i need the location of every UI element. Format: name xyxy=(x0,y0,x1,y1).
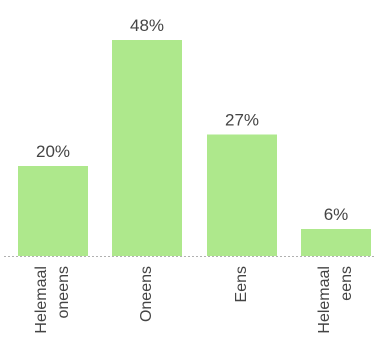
category-label-0-1: oneens xyxy=(55,266,72,319)
bars-layer xyxy=(18,40,371,256)
value-label-2: 27% xyxy=(225,111,259,130)
value-label-3: 6% xyxy=(324,205,349,224)
category-label-1-0: Oneens xyxy=(138,266,155,322)
bar-3 xyxy=(301,229,371,256)
bar-2 xyxy=(207,134,277,256)
value-label-1: 48% xyxy=(130,16,164,35)
category-label-3-0: Helemaal xyxy=(316,266,333,334)
category-label-3-1: eens xyxy=(338,266,355,301)
value-label-0: 20% xyxy=(36,142,70,161)
value-labels-layer: 20% 48% 27% 6% xyxy=(36,16,348,224)
category-label-0-0: Helemaal xyxy=(33,266,50,334)
bar-0 xyxy=(18,166,88,256)
category-label-2-0: Eens xyxy=(233,266,250,302)
category-labels-layer: Helemaal oneens Oneens Eens Helemaal eens xyxy=(33,266,355,334)
bar-1 xyxy=(112,40,182,256)
